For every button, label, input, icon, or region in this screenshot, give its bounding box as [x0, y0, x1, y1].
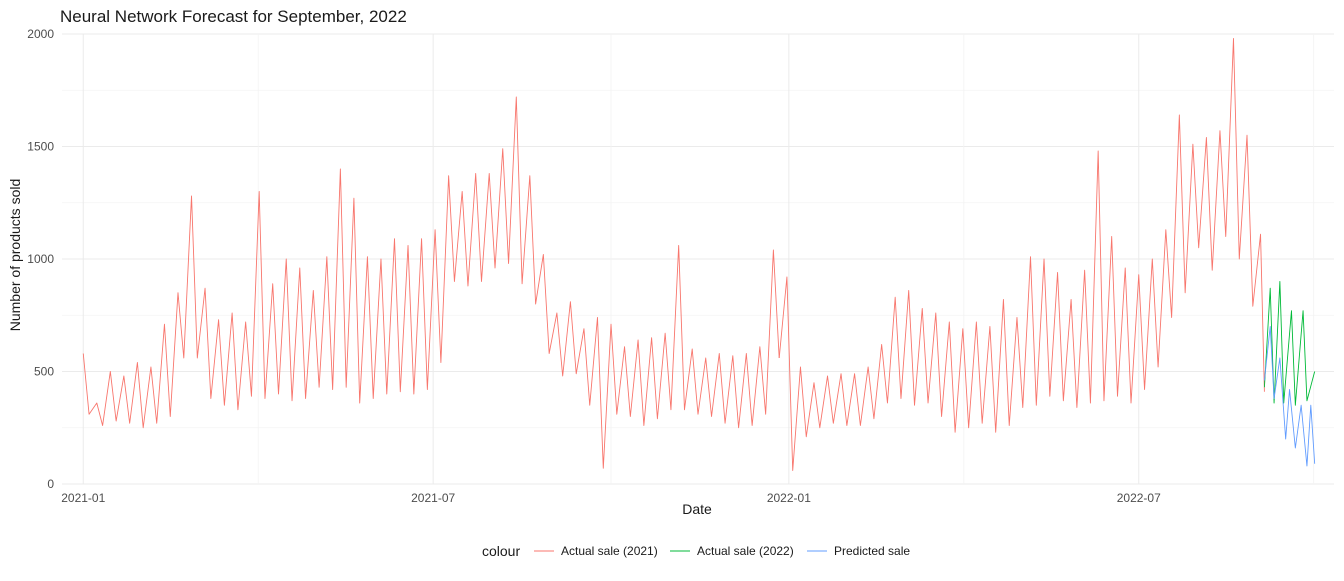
series-line-actual-sale-2021-0 [82, 96, 780, 469]
x-tick-label: 2022-07 [1117, 491, 1161, 505]
y-tick-label: 500 [34, 365, 54, 379]
y-tick-label: 1500 [27, 140, 54, 154]
series-line-actual-sale-2022-2 [1263, 281, 1316, 406]
legend-label: Actual sale (2021) [561, 544, 658, 558]
x-axis: 2021-01 2021-07 2022-01 2022-07 [61, 491, 1161, 505]
legend: colour Actual sale (2021) Actual sale (202… [482, 543, 910, 559]
legend-title: colour [482, 543, 520, 559]
grid [62, 33, 1334, 485]
y-axis: 0 500 1000 1500 2000 [27, 27, 54, 491]
y-tick-label: 2000 [27, 27, 54, 41]
y-axis-title: Number of products sold [7, 179, 23, 332]
y-tick-label: 1000 [27, 252, 54, 266]
y-tick-label: 0 [47, 477, 54, 491]
legend-label: Actual sale (2022) [697, 544, 794, 558]
x-tick-label: 2022-01 [767, 491, 811, 505]
chart-title: Neural Network Forecast for September, 2… [60, 7, 407, 26]
x-tick-label: 2021-07 [411, 491, 455, 505]
legend-label: Predicted sale [834, 544, 910, 558]
series-group [82, 38, 1316, 471]
series-line-predicted-sale-3 [1263, 326, 1316, 467]
x-tick-label: 2021-01 [61, 491, 105, 505]
series-line-actual-sale-2021-1 [778, 38, 1265, 471]
x-axis-title: Date [682, 501, 712, 517]
